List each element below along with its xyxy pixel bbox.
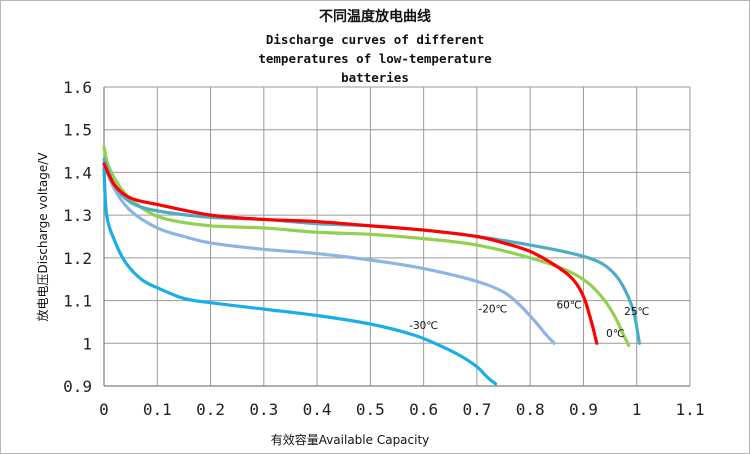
x-tick-label: 0.8	[516, 400, 545, 419]
y-tick-label: 1.6	[63, 78, 92, 97]
series-line--20c	[102, 162, 556, 345]
x-tick-label: 1.1	[676, 400, 705, 419]
temperature-label: -30℃	[409, 320, 438, 332]
series-line-0c	[102, 145, 631, 348]
x-axis-label: 有效容量Available Capacity	[271, 432, 430, 447]
x-tick-label: 0.5	[356, 400, 385, 419]
y-tick-label: 1	[82, 334, 92, 353]
grid-lines	[103, 86, 691, 387]
y-axis-label: 放电电压Discharge voltage/V	[35, 152, 50, 322]
x-tick-label: 0	[99, 400, 109, 419]
x-tick-label: 0.4	[303, 400, 332, 419]
temperature-label: -20℃	[478, 304, 507, 316]
temperature-label: 0℃	[606, 328, 624, 340]
x-tick-label: 0.9	[569, 400, 598, 419]
chart-subtitle: Discharge curves of different temperatur…	[258, 32, 492, 85]
series-line-25c	[102, 158, 641, 345]
y-tick-label: 1.4	[63, 163, 92, 182]
x-tick-label: 0.7	[462, 400, 491, 419]
series-lines	[102, 145, 641, 386]
x-tick-label: 0.1	[143, 400, 172, 419]
series-line-60c	[102, 162, 599, 345]
x-tick-label: 0.3	[249, 400, 278, 419]
temperature-label: 60℃	[556, 300, 581, 312]
series-line--30c	[102, 166, 498, 386]
y-tick-label: 1.1	[63, 292, 92, 311]
y-tick-label: 1.5	[63, 121, 92, 140]
x-tick-label: 0.2	[196, 400, 225, 419]
x-tick-label: 0.6	[409, 400, 438, 419]
tick-labels: 0 0.1 0.2 0.3 0.4 0.5 0.6 0.7 0.8 0.9 1 1.1 0.9 1 1.1 1…	[63, 78, 704, 419]
x-tick-label: 1	[632, 400, 642, 419]
y-tick-label: 1.2	[63, 249, 92, 268]
y-tick-label: 1.3	[63, 206, 92, 225]
annotations: -30℃ -20℃ 60℃ 0℃25℃	[409, 300, 649, 340]
temperature-label: 25℃	[624, 306, 649, 318]
chart-title: 不同温度放电曲线	[319, 9, 431, 25]
y-tick-label: 0.9	[63, 377, 92, 396]
